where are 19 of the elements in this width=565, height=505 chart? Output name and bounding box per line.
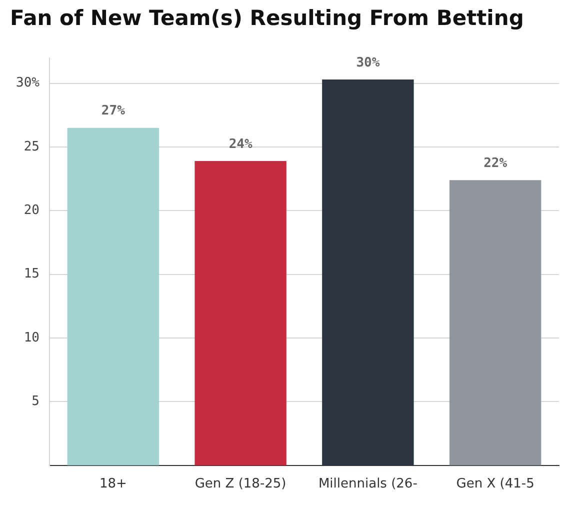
bar [322,79,414,466]
x-tick-label: Gen X (41-5 [456,476,534,492]
y-tick-label: 20 [24,203,40,218]
y-tick-label: 10 [24,330,40,346]
data-label: 27% [101,104,126,119]
bar [194,160,286,466]
data-label: 24% [228,136,252,152]
chart-title: Fan of New Team(s) Resulting From Betting [10,6,524,30]
data-label: 30% [356,55,380,70]
bar [67,128,160,466]
data-label: 22% [484,156,508,171]
x-tick-label: Millennials (26- [318,476,418,492]
y-tick-label: 5 [32,394,40,410]
y-tick-label: 30% [16,76,40,91]
bar [449,180,542,466]
x-tick-label: 18+ [99,476,127,492]
x-tick-label: Gen Z (18-25) [194,476,286,492]
y-tick-label: 15 [24,266,40,282]
y-tick-label: 25 [24,139,40,154]
